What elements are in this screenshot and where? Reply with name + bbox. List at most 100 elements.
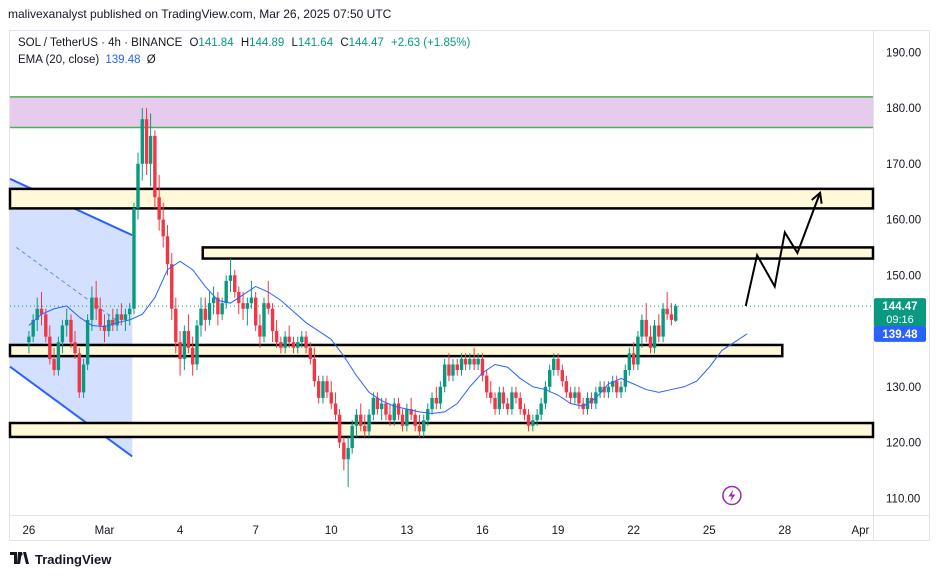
candle-body — [119, 314, 124, 320]
candle-body — [459, 358, 464, 371]
candle-body — [283, 336, 287, 348]
bar-countdown-label: 09:16 — [886, 314, 914, 326]
candle-body — [300, 336, 304, 343]
candle-body — [207, 303, 212, 320]
candle-body — [636, 336, 640, 365]
candle-body — [157, 197, 161, 220]
candle-body — [140, 119, 144, 164]
zone-165-box[interactable] — [8, 187, 875, 210]
candle-body — [233, 275, 237, 293]
candle-body — [485, 375, 489, 393]
candle-body — [241, 303, 245, 309]
y-tick-label: 110.00 — [886, 493, 920, 505]
candle-body — [354, 414, 359, 426]
x-tick-label: 7 — [252, 525, 258, 537]
y-tick-label: 180.00 — [886, 103, 921, 115]
y-tick-label: 120.00 — [886, 438, 921, 450]
candle-body — [535, 414, 539, 421]
candle-body — [170, 264, 174, 309]
candle-body — [44, 314, 48, 337]
x-tick-label: Apr — [851, 525, 869, 537]
candle-body — [489, 392, 493, 398]
x-tick-label: 28 — [778, 525, 791, 537]
candle-body — [249, 297, 254, 304]
candle-body — [543, 386, 548, 404]
candle-body — [308, 347, 313, 359]
candle-body — [35, 308, 39, 320]
candle-body — [447, 364, 451, 376]
candle-body — [514, 392, 518, 398]
candle-body — [279, 342, 283, 348]
y-tick-label: 170.00 — [886, 159, 921, 171]
candle-body — [90, 297, 94, 320]
candle-body — [64, 319, 69, 326]
candle-body — [552, 358, 556, 371]
candle-body — [619, 386, 623, 393]
ema-price-badge — [874, 325, 926, 342]
channel-lower-line[interactable] — [9, 365, 133, 458]
candle-body — [669, 314, 674, 320]
candle-body — [451, 364, 455, 376]
candle-body — [195, 325, 199, 365]
candle-body — [674, 306, 678, 321]
candle-body — [337, 414, 342, 443]
candle-body — [228, 275, 233, 281]
ema-label[interactable]: EMA (20, close) — [18, 54, 100, 66]
last-price-badge — [874, 298, 926, 328]
candle-body — [312, 358, 317, 382]
open-label: O — [189, 37, 199, 49]
candle-body — [539, 403, 543, 415]
candle-body — [396, 403, 401, 415]
candle-body — [430, 397, 434, 410]
candle-body — [111, 319, 115, 326]
candle-body — [417, 425, 422, 432]
candle-body — [510, 392, 514, 410]
candle-body — [359, 414, 363, 426]
candle-body — [640, 319, 644, 337]
candle-body — [211, 297, 216, 304]
candle-body — [144, 119, 149, 164]
candle-body — [94, 297, 98, 309]
candle-body — [316, 381, 321, 398]
candle-body — [325, 381, 329, 393]
candle-body — [27, 336, 31, 343]
candle-body — [493, 397, 497, 410]
publisher-header: malivexanalyst published on TradingView.… — [8, 7, 392, 21]
channel-mid-line — [16, 247, 120, 324]
candle-body — [258, 325, 262, 337]
candle-body — [178, 342, 182, 359]
ema-row: EMA (20, close) 139.48 Ø — [18, 52, 470, 69]
candle-body — [287, 336, 291, 343]
zone-137-box[interactable] — [8, 343, 784, 358]
candle-body — [98, 308, 102, 326]
chart-legend: SOL / TetherUS · 4h · BINANCE O141.84 H1… — [18, 35, 470, 69]
candle-body — [296, 342, 300, 348]
ema-hidden-icon[interactable]: Ø — [146, 54, 156, 66]
ema-value: 139.48 — [105, 54, 141, 66]
candle-body — [442, 364, 447, 387]
projection-path[interactable] — [744, 192, 822, 307]
zone-122-box[interactable] — [8, 421, 875, 439]
candle-body — [468, 358, 472, 365]
candle-body — [262, 303, 266, 337]
brand-name: TradingView — [35, 552, 112, 567]
resistance-zone[interactable] — [10, 96, 873, 128]
candle-body — [333, 403, 338, 415]
candle-body — [560, 370, 565, 382]
candle-body — [400, 414, 405, 426]
y-tick-label: 160.00 — [886, 215, 921, 227]
ema-line[interactable] — [28, 260, 748, 415]
candle-body — [220, 303, 224, 315]
y-tick-label: 190.00 — [886, 47, 921, 59]
candle-body — [266, 303, 270, 309]
candle-body — [602, 386, 606, 393]
zone-155-box[interactable] — [201, 246, 875, 260]
symbol-label[interactable]: SOL / TetherUS · 4h · BINANCE — [18, 37, 183, 49]
y-tick-label: 150.00 — [886, 270, 921, 282]
candle-body — [379, 403, 384, 410]
close-label: C — [340, 37, 349, 49]
candle-body — [434, 397, 439, 404]
candle-body — [480, 358, 485, 376]
x-tick-label: 19 — [552, 525, 565, 537]
